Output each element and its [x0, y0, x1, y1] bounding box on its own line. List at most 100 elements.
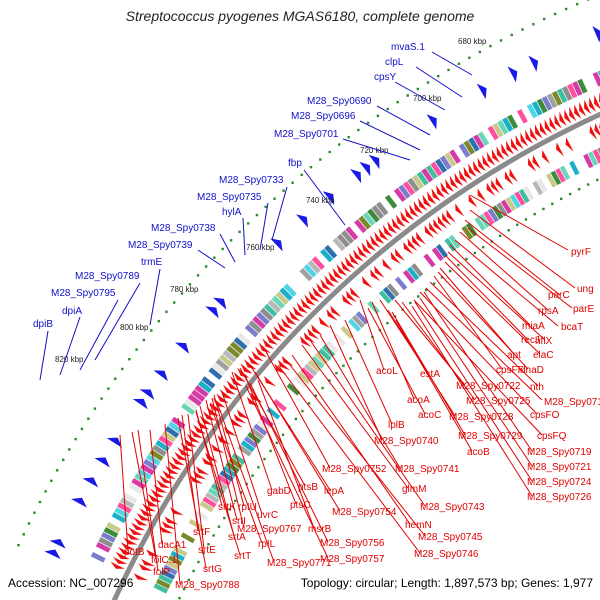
cog-category-mark: [497, 120, 509, 135]
reverse-gene-mark: [549, 116, 557, 131]
reverse-leader-line: [301, 344, 409, 489]
reverse-leader-line: [419, 291, 538, 415]
cog-category-mark: [463, 140, 476, 155]
forward-leader-line: [59, 316, 81, 376]
reverse-gene-mark: [318, 316, 331, 329]
forward-leader-line: [197, 249, 226, 269]
reverse-gene-mark: [365, 238, 376, 251]
scale-dot: [50, 479, 53, 482]
reverse-leader-line: [319, 334, 401, 469]
reverse-gene-mark: [161, 521, 176, 530]
gene-label-glmM: glmM: [402, 484, 426, 495]
topology-text: Topology: circular; Length: 1,897,573 bp…: [301, 576, 594, 590]
reverse-gene-mark: [230, 417, 244, 428]
scale-dot: [575, 2, 579, 6]
cog-category-mark: [311, 256, 325, 270]
reverse-gene-mark: [530, 127, 538, 142]
scale-dot: [516, 223, 519, 226]
cog-category-mark: [345, 226, 359, 241]
reverse-gene-mark: [520, 132, 529, 147]
gene-label-apt: apt: [507, 350, 521, 361]
scale-dot: [245, 482, 248, 486]
cog-category-mark: [340, 325, 354, 339]
cog-category-mark: [458, 143, 471, 158]
forward-gene-mark: [507, 66, 518, 83]
reverse-gene-mark: [159, 525, 174, 534]
reverse-leader-line: [359, 299, 385, 371]
cog-category-mark: [161, 430, 176, 443]
scale-dot: [559, 197, 563, 201]
cog-category-mark: [229, 341, 244, 355]
scale-dot: [255, 213, 259, 217]
scale-dot: [437, 74, 440, 78]
cog-category-mark: [431, 247, 444, 262]
reverse-gene-mark: [146, 549, 161, 557]
cog-category-mark: [406, 266, 420, 281]
gene-label-srtF: srtF: [193, 527, 210, 538]
reverse-leader-line: [437, 271, 529, 370]
scale-dot: [204, 265, 208, 268]
gene-label-M28_Spy0729: M28_Spy0729: [458, 431, 523, 442]
map-title: Streptococcus pyogenes MGAS6180, complet…: [126, 8, 475, 24]
forward-leader-line: [359, 120, 421, 151]
reverse-gene-mark: [156, 479, 170, 489]
gene-label-uvrC: uvrC: [257, 510, 278, 521]
scale-dot: [307, 402, 311, 405]
scale-dot: [281, 433, 285, 436]
reverse-gene-mark: [370, 269, 381, 282]
scale-dot: [465, 257, 468, 261]
gene-label-srtG: srtG: [203, 564, 222, 575]
reverse-leader-line: [244, 374, 297, 505]
forward-leader-line: [342, 138, 411, 161]
reverse-gene-mark: [374, 231, 385, 245]
reverse-gene-mark: [501, 143, 510, 158]
cog-category-mark: [487, 125, 499, 141]
reverse-gene-mark: [288, 310, 301, 322]
forward-leader-line: [242, 217, 246, 256]
reverse-gene-mark: [574, 104, 582, 119]
reverse-gene-mark: [326, 309, 338, 321]
reverse-gene-mark: [515, 135, 524, 149]
forward-leader-line: [431, 51, 473, 76]
reverse-gene-mark: [342, 294, 353, 306]
scale-dot: [448, 269, 452, 273]
scale-dot: [251, 474, 254, 477]
gene-label-bcaT: bcaT: [561, 322, 583, 333]
cog-category-mark: [448, 234, 461, 249]
scale-dot: [264, 205, 267, 209]
cog-category-mark: [500, 199, 513, 214]
reverse-gene-mark: [349, 286, 361, 299]
gene-label-M28_Spy0741: M28_Spy0741: [395, 464, 460, 475]
cog-category-mark: [155, 439, 170, 452]
cog-category-mark: [299, 267, 313, 282]
cog-category-mark: [293, 375, 308, 388]
scale-dot: [478, 50, 482, 54]
forward-gene-mark: [82, 477, 99, 488]
reverse-gene-mark: [468, 194, 478, 208]
scale-dot: [282, 189, 285, 192]
reverse-gene-mark: [565, 137, 574, 152]
forward-gene-mark: [350, 169, 362, 184]
cog-category-mark: [191, 389, 206, 402]
scale-dot: [74, 437, 77, 441]
cog-category-mark: [507, 114, 519, 130]
cog-category-mark: [333, 333, 347, 347]
scale-dot: [457, 263, 460, 267]
scale-dot: [263, 457, 266, 461]
gene-label-clpL: clpL: [385, 57, 404, 68]
reverse-leader-line: [254, 371, 341, 512]
gene-label-M28_Spy0725: M28_Spy0725: [466, 396, 531, 407]
reverse-gene-mark: [296, 302, 308, 314]
gene-label-hflX: hflX: [535, 336, 553, 347]
reverse-leader-line: [439, 267, 515, 355]
reverse-gene-mark: [387, 221, 398, 234]
scale-dot: [38, 500, 42, 504]
scale-dot: [27, 522, 31, 525]
forward-gene-mark: [426, 114, 437, 130]
gene-label-srtK: srtK: [218, 502, 236, 513]
forward-gene-mark: [528, 55, 539, 72]
reverse-gene-mark: [192, 470, 207, 480]
cog-category-mark: [297, 371, 311, 384]
cog-category-mark: [474, 216, 487, 231]
reverse-leader-line: [395, 319, 473, 452]
